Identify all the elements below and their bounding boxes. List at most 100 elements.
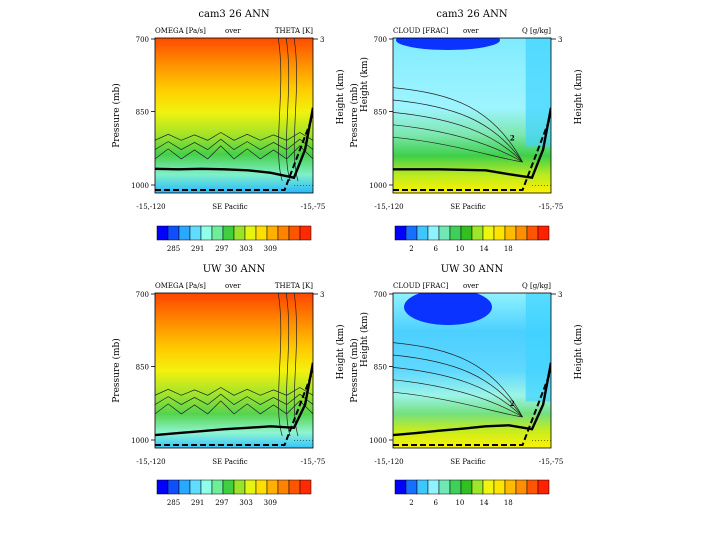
surface-line [155,370,313,446]
omega-contour [293,38,299,182]
panel-right-label: Q [g/kg] [522,27,551,35]
colorbar-swatch [449,225,462,241]
panel-title: UW 30 ANN [441,264,504,275]
cloud-contour [393,342,523,418]
panel-right-label: Q [g/kg] [522,282,551,290]
colorbar-swatch [460,225,473,241]
x-tick-label: SE Pacific [450,203,486,211]
colorbar-label: 297 [215,245,228,253]
colorbar-label: 309 [264,499,277,507]
colorbar-swatch [515,479,528,495]
colorbar-swatch [471,479,484,495]
x-tick-label: -15,-75 [301,203,326,211]
colorbar-swatch [222,479,235,495]
right-tick-label: 3 [320,291,324,299]
colorbar-swatch [189,225,202,241]
cloud-contour [393,391,523,418]
colorbar-swatch [200,479,213,495]
plot-area [393,38,551,193]
y2-axis-label: Height (km) [335,69,346,124]
colorbar-label: 6 [433,245,438,253]
colorbar-swatch [233,479,246,495]
colorbar-swatch [178,479,191,495]
panel-left-label: OMEGA [Pa/s] [155,27,206,35]
colorbar-swatch [156,479,169,495]
contour-label: 2 [510,133,515,142]
theta-shading [155,293,313,448]
colorbar-swatch [515,225,528,241]
plot-area [155,293,313,448]
colorbar-label: 14 [480,245,489,253]
colorbar-swatch [266,225,279,241]
colorbar-swatch [394,225,407,241]
colorbar-swatch [493,479,506,495]
y-tick-label: 1000 [131,437,149,445]
plot-frame [392,37,552,194]
colorbar-swatch [277,225,290,241]
inversion-line [393,362,551,437]
panel-3: UW 30 ANN OMEGA [Pa/s] over THETA [K] 700 850… [111,264,346,507]
plot-frame [154,292,314,449]
panel-title: UW 30 ANN [203,264,266,275]
colorbar-swatch [449,479,462,495]
x-tick-label: -15,-120 [374,458,403,466]
x-tick-label: -15,-75 [539,458,564,466]
colorbar-swatch [438,225,451,241]
colorbar-swatch [526,225,539,241]
omega-contour [285,38,291,182]
cloud-contour [393,367,523,418]
surface-line [393,370,551,446]
cloud-contour [393,112,523,163]
colorbar-swatch [244,225,257,241]
colorbar-label: 6 [433,499,438,507]
y2-axis-label: Height (km) [573,69,584,124]
omega-contour [285,293,291,437]
right-tick-label: 3 [558,291,562,299]
plot-area [393,293,551,448]
y-tick-label: 850 [374,109,387,117]
cloud-contour [393,87,523,163]
colorbar-swatch [255,225,268,241]
surface-line [155,115,313,191]
colorbar-label: 309 [264,245,277,253]
x-tick-label: -15,-75 [301,458,326,466]
colorbar-swatch [526,479,539,495]
colorbar-swatch [277,479,290,495]
colorbar-label: 18 [504,245,513,253]
colorbar-swatch [504,479,517,495]
colorbar-swatch [416,225,429,241]
colorbar-label: 291 [191,245,204,253]
surface-line [393,115,551,191]
cloud-contour [393,136,523,163]
panel-center-label: over [463,282,479,290]
x-tick-label: SE Pacific [212,458,248,466]
colorbar-swatch [460,479,473,495]
colorbar-label: 2 [409,499,413,507]
cloud-contour [393,379,523,418]
colorbar-swatch [504,225,517,241]
y2-axis-label: Height (km) [335,324,346,379]
colorbar-swatch [266,479,279,495]
colorbar-swatch [394,479,407,495]
colorbar-swatch [438,479,451,495]
colorbar-swatch [222,225,235,241]
omega-contour [277,38,283,182]
inversion-line [393,107,551,180]
colorbar-swatch [288,225,301,241]
y-tick-label: 700 [374,36,387,44]
cloud-contour [393,99,523,163]
theta-shading [155,38,313,193]
colorbar-swatch [211,225,224,241]
cloud-contour [393,354,523,418]
plot-area [155,38,313,193]
colorbar-swatch [405,225,418,241]
dry-region [404,293,492,325]
y-axis-label: Pressure (mb) [111,83,122,148]
colorbar-label: 297 [215,499,228,507]
panel-center-label: over [225,27,241,35]
x-tick-label: SE Pacific [450,458,486,466]
panel-right-label: THETA [K] [275,27,313,35]
right-tick-label: 3 [558,36,562,44]
colorbar-swatch [427,479,440,495]
